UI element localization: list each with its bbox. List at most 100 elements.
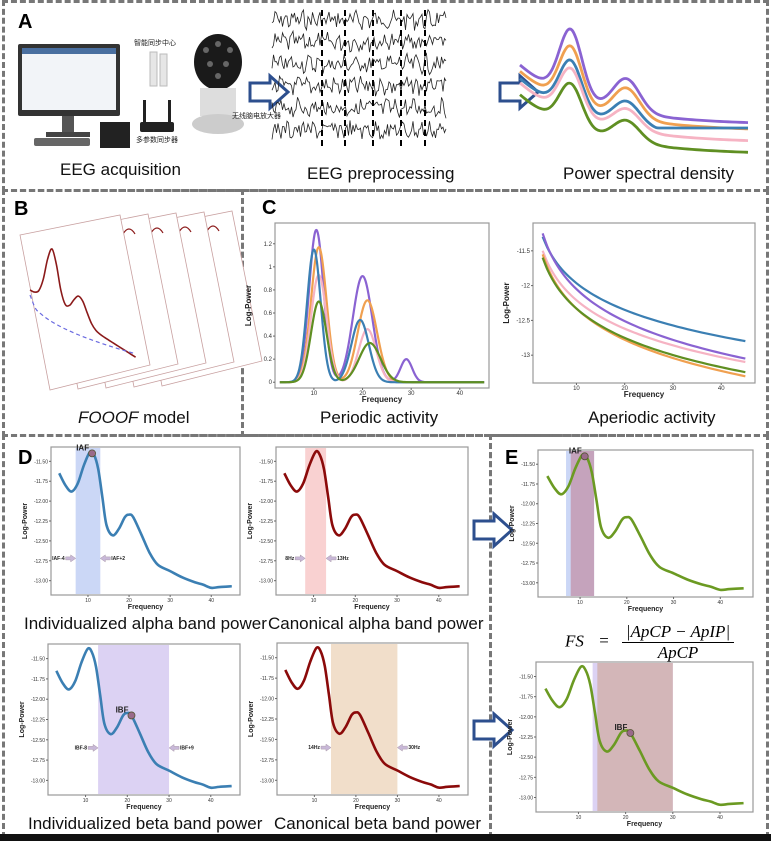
x-tick-label: 30 [670, 386, 677, 392]
y-tick-label: -12.00 [521, 502, 535, 508]
y-tick-label: -12.25 [521, 522, 535, 528]
y-tick-label: 0.4 [264, 334, 273, 340]
x-tick-label: 10 [577, 600, 583, 606]
x-tick-label: 40 [436, 798, 442, 804]
x-tick-label: 40 [718, 386, 725, 392]
y-tick-label: -12 [521, 284, 530, 290]
caption-canonical-beta: Canonical beta band power [274, 814, 481, 833]
router-icon [140, 51, 174, 132]
band-lower-bound-label: IBF-8 [75, 745, 88, 751]
y-tick-label: -12.75 [260, 758, 274, 764]
y-tick-label: -12.50 [34, 539, 48, 545]
band-lower-bound-label: 8Hz [285, 556, 294, 562]
y-tick-label: -12.75 [519, 775, 533, 781]
y-tick-label: -13.00 [519, 795, 533, 801]
y-tick-label: -12.00 [31, 697, 45, 703]
x-tick-label: 10 [573, 386, 580, 392]
eeg-channel-trace [271, 52, 447, 76]
y-tick-label: -12.25 [31, 718, 45, 724]
fooof-fit-line [29, 248, 137, 358]
eeg-cap-icon [192, 34, 244, 134]
y-tick-label: -11.75 [259, 479, 273, 485]
y-tick-label: -11.75 [521, 482, 535, 488]
y-tick-label: -12.75 [34, 559, 48, 565]
y-tick-label: -11.50 [259, 459, 273, 465]
band-plot-canon-alpha: 10 20 30 40 -11.50 -11.75 -12.00 -12.25 -12.50 -1… [247, 446, 469, 611]
y-tick-label: 1.2 [264, 242, 273, 248]
frequency-band-shade [330, 644, 398, 794]
band-upper-bound-label: IBF+9 [180, 745, 194, 751]
x-tick-label: 20 [359, 391, 366, 397]
eeg-traces [271, 8, 447, 150]
y-axis-label: Log-Power [22, 503, 29, 539]
panel-label-e: E [505, 447, 519, 469]
x-tick-label: 10 [311, 391, 318, 397]
x-tick-label: 30 [408, 391, 415, 397]
y-tick-label: -12.50 [521, 541, 535, 547]
panel-label-b: B [14, 198, 29, 220]
y-tick-label: -12.75 [521, 561, 535, 567]
fooof-peak-line [206, 225, 220, 232]
y-tick-label: -11.75 [34, 479, 48, 485]
y-tick-label: -12.25 [519, 735, 533, 741]
x-axis-label: Frequency [624, 390, 665, 399]
psd-series-line [519, 44, 749, 131]
band-edge-arrow [325, 554, 337, 563]
device-label-sync-center: 智能同步中心 [134, 39, 176, 47]
fooof-model-stack [19, 210, 263, 391]
eeg-channel-trace [271, 29, 447, 53]
y-tick-label: -12.00 [260, 697, 274, 703]
aperiodic-series-line [541, 257, 746, 374]
band-edge-arrow [87, 743, 99, 752]
x-tick-label: 20 [126, 598, 132, 604]
band-edge-arrow [396, 743, 408, 752]
formula-denominator: ApCP [657, 643, 699, 662]
y-tick-label: -11.50 [260, 656, 274, 662]
y-axis-label: Log-Power [507, 719, 514, 755]
x-axis-label: Frequency [355, 804, 391, 811]
right-arrow-icon [472, 510, 515, 550]
psd-line [544, 664, 744, 807]
x-axis-label: Frequency [627, 821, 663, 828]
x-axis-label: Frequency [128, 604, 164, 611]
x-tick-label: 30 [167, 598, 173, 604]
psd-line [58, 449, 232, 590]
y-tick-label: -12.00 [34, 499, 48, 505]
right-arrow-icon [472, 710, 515, 750]
band-plot-canon-beta: 10 20 30 40 -11.50 -11.75 -12.00 -12.25 -12.50 -1… [248, 642, 469, 811]
x-tick-label: 40 [718, 600, 724, 606]
band-upper-bound-label: 13Hz [337, 556, 349, 562]
frequency-band-shade [305, 448, 327, 594]
y-tick-label: -13.00 [259, 579, 273, 585]
plot-frame [275, 446, 469, 596]
y-axis-label: Log-Power [244, 285, 253, 326]
band-edge-arrow [294, 554, 306, 563]
eeg-channel-trace [271, 120, 447, 140]
y-tick-label: -11.5 [517, 249, 531, 255]
y-tick-label: 1 [269, 265, 273, 271]
caption-fooof-model: FOOOF model [78, 409, 189, 426]
fooof-model-rest: model [138, 408, 190, 427]
y-tick-label: -12.50 [519, 755, 533, 761]
formula-lhs: FS [565, 631, 584, 651]
y-axis-label: Log-Power [247, 503, 254, 539]
psd-series-line [519, 27, 749, 124]
y-tick-label: -12.25 [34, 519, 48, 525]
fooof-peak-line [150, 227, 164, 234]
eeg-channel-trace [271, 8, 447, 32]
device-label-wireless-amplifier: 无线脑电放大器 [232, 112, 281, 120]
y-tick-label: -12.75 [259, 559, 273, 565]
x-tick-label: 10 [311, 598, 317, 604]
band-lower-bound-label: 14Hz [308, 745, 320, 751]
band-edge-arrow [99, 554, 111, 563]
psd-line [55, 646, 232, 790]
formula-equals: = [598, 631, 610, 651]
eeg-computer-icon [18, 44, 130, 148]
y-tick-label: -12.50 [260, 737, 274, 743]
psd-line [284, 645, 460, 790]
x-axis-label: Frequency [628, 606, 664, 613]
psd-series-line [519, 66, 749, 142]
y-tick-label: -12.00 [259, 499, 273, 505]
periodic-series-line [279, 300, 485, 384]
